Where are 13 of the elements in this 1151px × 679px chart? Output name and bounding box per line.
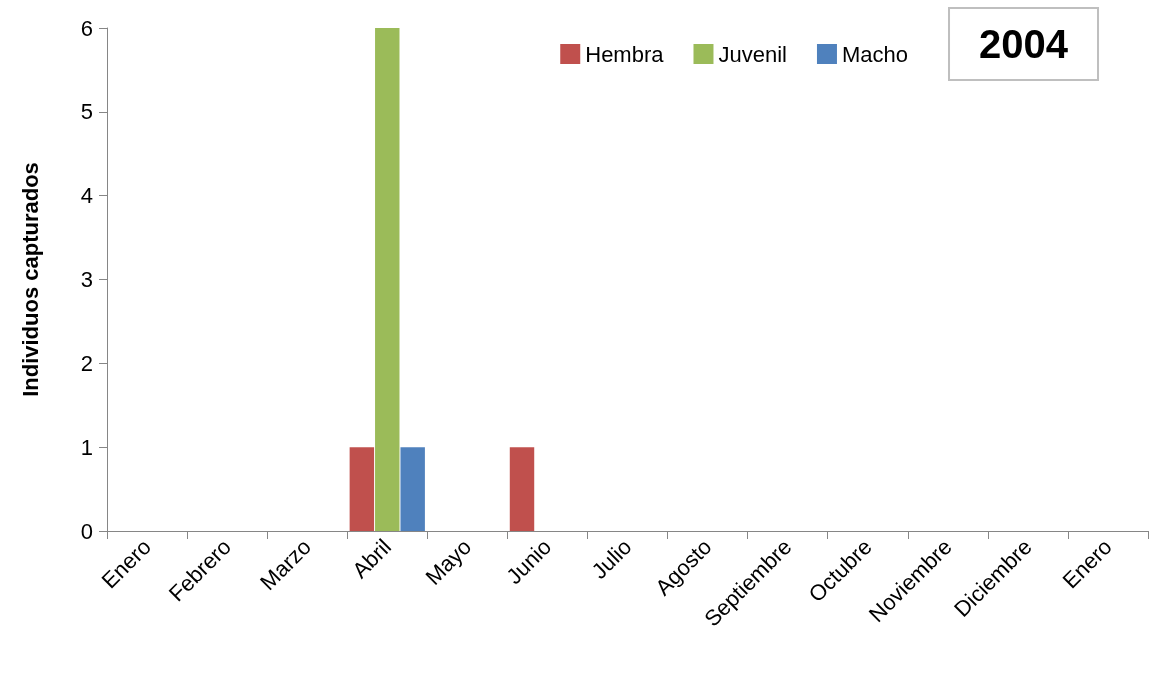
legend-label: Juvenil bbox=[718, 41, 787, 67]
y-tick-label: 2 bbox=[80, 350, 93, 376]
legend-label: Macho bbox=[841, 41, 909, 67]
x-tick-label: Julio bbox=[586, 534, 637, 584]
y-axis-title: Individuos capturados bbox=[17, 162, 43, 397]
y-tick-label: 5 bbox=[80, 99, 93, 125]
legend-label: Hembra bbox=[585, 41, 665, 67]
y-tick-label: 4 bbox=[80, 183, 93, 209]
y-tick-label: 6 bbox=[80, 15, 93, 41]
y-tick-label: 0 bbox=[80, 518, 93, 544]
chart-title: 2004 bbox=[979, 22, 1069, 66]
y-tick-label: 1 bbox=[80, 434, 93, 460]
y-tick-label: 3 bbox=[80, 267, 93, 292]
